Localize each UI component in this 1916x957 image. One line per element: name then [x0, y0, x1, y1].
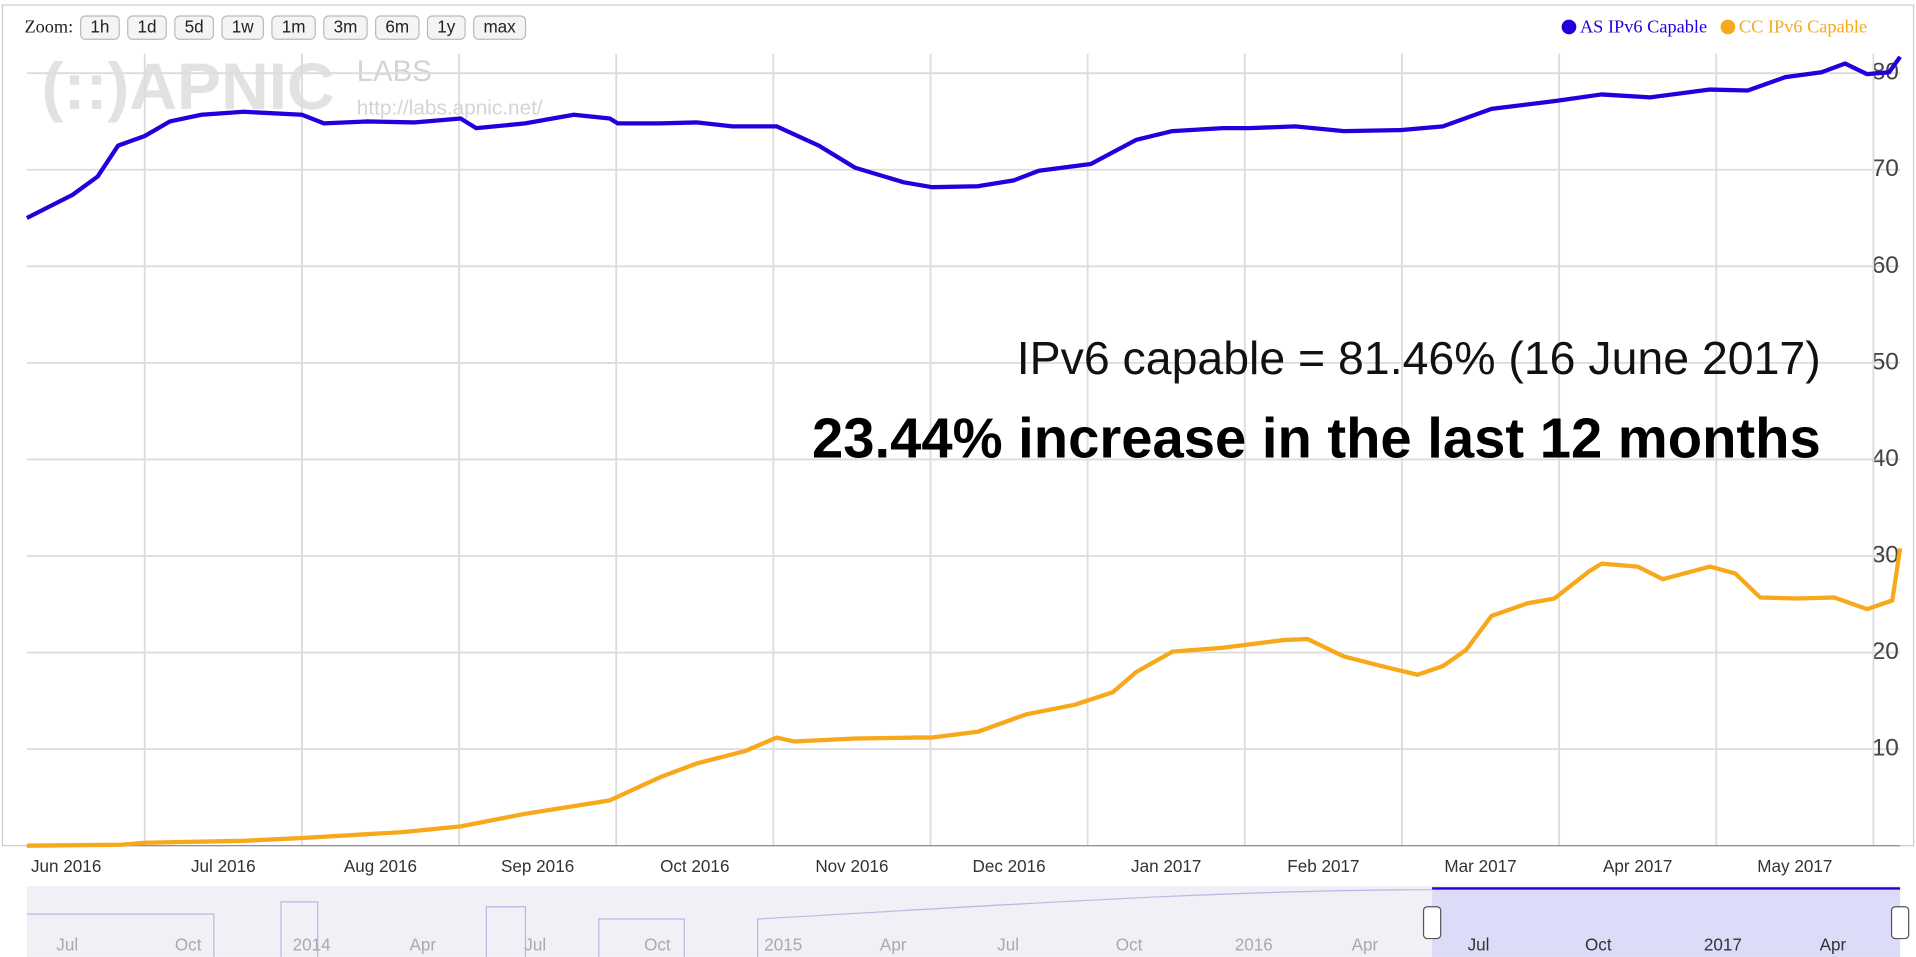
x-tick-label: Jan 2017 — [1131, 857, 1201, 876]
y-tick-label: 10 — [1872, 735, 1899, 762]
x-tick-label: Nov 2016 — [815, 857, 888, 876]
zoom-button[interactable] — [174, 15, 215, 40]
x-tick-label: Jul 2016 — [191, 857, 256, 876]
zoom-button[interactable] — [473, 15, 527, 40]
legend-label: AS IPv6 Capable — [1580, 16, 1707, 36]
navigator-handle[interactable] — [1422, 906, 1442, 940]
y-tick-label: 20 — [1872, 638, 1899, 665]
zoom-button-label: 1h — [90, 18, 109, 37]
x-tick-label: Dec 2016 — [972, 857, 1045, 876]
watermark-labs: LABS — [357, 55, 432, 88]
watermark-url: http://labs.apnic.net/ — [357, 96, 543, 119]
navigator-label: Jul — [997, 935, 1019, 954]
y-tick-label: 70 — [1872, 155, 1899, 182]
x-tick-label: Apr 2017 — [1603, 857, 1672, 876]
navigator-label: 2015 — [764, 935, 802, 954]
navigator-label: Apr — [1352, 935, 1379, 954]
navigator-label: Apr — [1820, 935, 1847, 954]
x-tick-label: Aug 2016 — [344, 857, 417, 876]
x-tick-label: Jun 2016 — [31, 857, 101, 876]
series-line — [25, 55, 1902, 220]
x-tick-label: Oct 2016 — [660, 857, 729, 876]
navigator-series — [26, 889, 1433, 957]
navigator-selection — [1432, 888, 1901, 957]
navigator-label: Jul — [1468, 935, 1490, 954]
navigator: Jul Oct 2014 Apr Jul Oct 2015 Apr Jul Oct 2016 Apr J… — [26, 886, 1910, 957]
watermark: (::)APNIC LABS http://labs.apnic.net/ — [42, 49, 543, 123]
y-tick-label: 40 — [1872, 445, 1899, 472]
x-tick-label: Mar 2017 — [1444, 857, 1516, 876]
y-tick-label: 30 — [1872, 541, 1899, 568]
zoom-button-label: 1y — [437, 18, 456, 37]
navigator-label: Jul — [56, 935, 78, 954]
legend-label: CC IPv6 Capable — [1739, 16, 1867, 36]
toolbar: Zoom: 1h 1d 5d 1w 1m 3m 6m 1y max — [24, 15, 527, 40]
legend-marker — [1720, 19, 1736, 35]
y-tick-label: 60 — [1872, 252, 1899, 279]
legend: AS IPv6 Capable CC IPv6 Capable — [1561, 16, 1867, 36]
navigator-label: Oct — [1585, 935, 1612, 954]
x-tick-label: May 2017 — [1757, 857, 1832, 876]
navigator-label: Oct — [175, 935, 202, 954]
navigator-label: 2017 — [1704, 935, 1742, 954]
x-tick-label: Sep 2016 — [501, 857, 574, 876]
annotation-bold: 23.44% increase in the last 12 months — [812, 406, 1821, 469]
navigator-label: Apr — [409, 935, 436, 954]
navigator-label: Oct — [1116, 935, 1143, 954]
zoom-label: Zoom: — [24, 16, 73, 36]
x-tick-label: Feb 2017 — [1287, 857, 1359, 876]
navigator-label: 2016 — [1235, 935, 1273, 954]
legend-marker — [1561, 19, 1577, 35]
zoom-button-label: 5d — [185, 18, 204, 37]
annotation: IPv6 capable = 81.46% (16 June 2017) — [1017, 332, 1821, 384]
zoom-button-label: 6m — [385, 18, 409, 37]
zoom-button-label: 1d — [138, 18, 157, 37]
zoom-button-label: max — [483, 18, 516, 37]
zoom-button-label: 3m — [334, 18, 358, 37]
zoom-button[interactable] — [127, 15, 167, 40]
y-tick-label: 50 — [1872, 348, 1899, 375]
zoom-button[interactable] — [426, 15, 466, 40]
navigator-label: Oct — [644, 935, 671, 954]
navigator-label: Jul — [524, 935, 546, 954]
lines — [25, 55, 1903, 848]
zoom-button[interactable] — [80, 15, 120, 40]
navigator-handle[interactable] — [1890, 906, 1910, 940]
zoom-button-label: 1w — [232, 18, 255, 37]
navigator-label: 2014 — [293, 935, 331, 954]
navigator-label: Apr — [880, 935, 907, 954]
zoom-button-label: 1m — [282, 18, 306, 37]
zoom-button[interactable] — [221, 15, 264, 40]
zoom-button[interactable] — [375, 15, 420, 40]
watermark-logo: (::)APNIC — [42, 49, 335, 123]
zoom-button[interactable] — [271, 15, 316, 40]
zoom-button[interactable] — [323, 15, 368, 40]
series-line — [26, 547, 1903, 848]
